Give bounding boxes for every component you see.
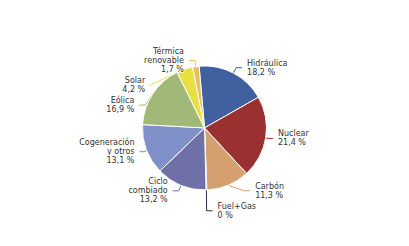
svg-text:4,2 %: 4,2 %: [122, 85, 145, 94]
svg-text:Fuel+Gas: Fuel+Gas: [218, 202, 256, 211]
svg-text:Ciclo: Ciclo: [148, 177, 167, 186]
svg-text:Carbón: Carbón: [255, 181, 284, 191]
svg-text:Térmica: Térmica: [152, 46, 184, 56]
svg-text:13,2 %: 13,2 %: [140, 195, 168, 204]
svg-text:21,4 %: 21,4 %: [278, 138, 306, 147]
svg-text:Hidráulica: Hidráulica: [247, 59, 287, 68]
svg-text:combiado: combiado: [128, 186, 167, 195]
svg-text:Cogeneración: Cogeneración: [79, 137, 134, 147]
svg-text:y otros: y otros: [107, 147, 134, 156]
svg-text:Eólica: Eólica: [111, 95, 135, 105]
svg-text:13,1 %: 13,1 %: [107, 156, 135, 165]
svg-text:Solar: Solar: [125, 76, 146, 85]
svg-text:renovable: renovable: [144, 56, 184, 65]
svg-text:16,9 %: 16,9 %: [106, 105, 134, 114]
svg-text:Nuclear: Nuclear: [278, 129, 310, 138]
svg-text:0 %: 0 %: [218, 211, 234, 220]
svg-text:1,7 %: 1,7 %: [161, 65, 184, 74]
svg-text:18,2 %: 18,2 %: [247, 68, 275, 77]
svg-text:11,3 %: 11,3 %: [255, 191, 283, 200]
